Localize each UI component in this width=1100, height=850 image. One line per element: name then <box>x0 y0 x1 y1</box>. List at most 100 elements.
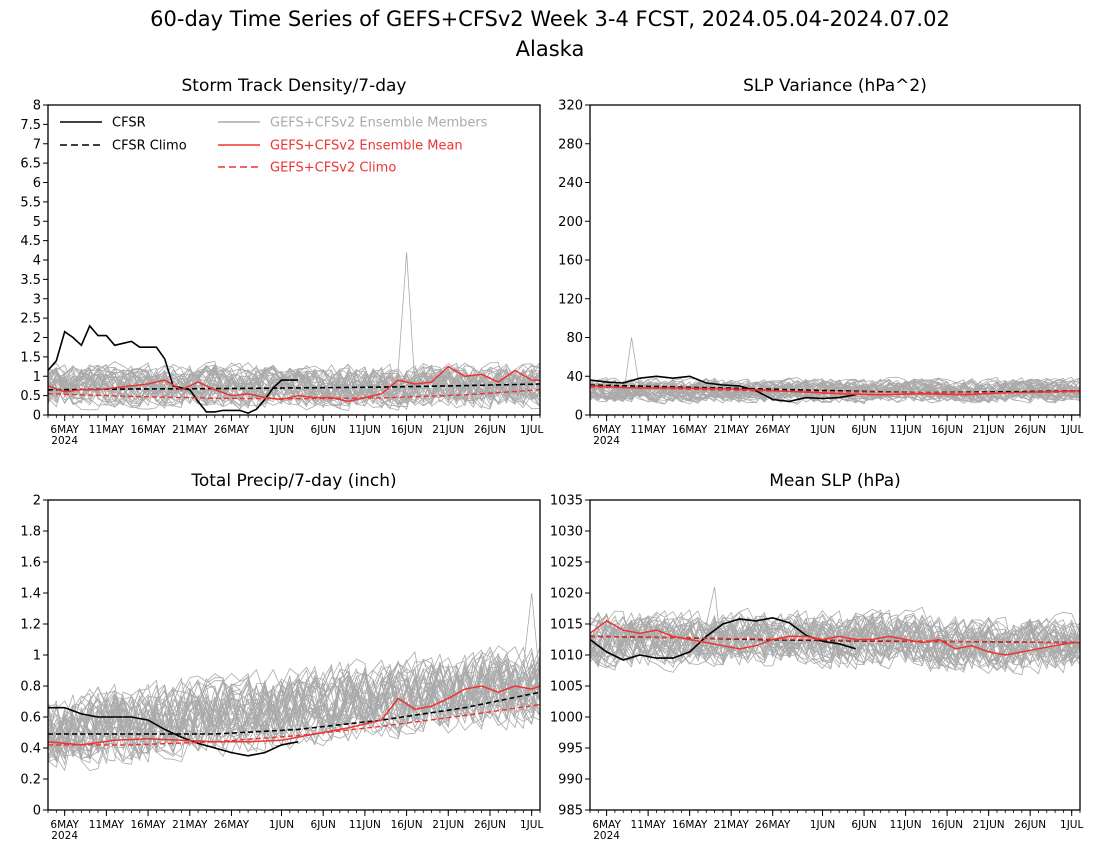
x-year-label: 2024 <box>51 830 78 842</box>
member-line <box>47 362 541 407</box>
member-line <box>589 613 1081 663</box>
x-tick-label: 26JUN <box>474 819 506 831</box>
x-tick-label: 21MAY <box>172 819 208 831</box>
plot-frame <box>589 104 1081 416</box>
member-line <box>589 377 1081 403</box>
member-line <box>47 365 541 406</box>
y-tick-label: 1030 <box>550 525 583 540</box>
figure-title: 60-day Time Series of GEFS+CFSv2 Week 3-… <box>150 7 950 31</box>
x-tick-label: 1JUL <box>1060 819 1083 831</box>
y-tick-label: 8 <box>33 99 41 114</box>
member-line <box>47 647 541 755</box>
member-line <box>47 658 541 752</box>
member-line <box>48 659 541 772</box>
x-tick-label: 11JUN <box>349 819 381 831</box>
member-line <box>589 608 1081 669</box>
x-tick-label: 26MAY <box>214 424 250 436</box>
y-tick-label: 5 <box>33 215 41 230</box>
x-tick-label: 16MAY <box>130 819 166 831</box>
x-tick-label: 6MAY <box>50 424 79 436</box>
member-line <box>589 617 1081 673</box>
y-tick-label: 5.5 <box>20 195 41 210</box>
x-tick-label: 6MAY <box>50 819 79 831</box>
y-tick-label: 1.4 <box>20 587 41 602</box>
x-tick-label: 1JUN <box>810 819 835 831</box>
x-year-label: 2024 <box>51 435 78 447</box>
y-tick-label: 0 <box>575 409 583 424</box>
series-solid-red <box>589 385 1081 396</box>
y-tick-label: 7.5 <box>20 118 41 133</box>
member-line <box>47 364 541 410</box>
x-tick-label: 6JUN <box>851 424 876 436</box>
y-tick-label: 6.5 <box>20 157 41 172</box>
y-tick-label: 1000 <box>550 711 583 726</box>
series-solid-red <box>47 685 541 746</box>
legend-cfsr-label: CFSR <box>112 116 146 131</box>
y-tick-label: 1020 <box>550 587 583 602</box>
y-tick-label: 0.5 <box>20 389 41 404</box>
ensemble-members <box>589 586 1081 676</box>
x-tick-label: 11MAY <box>631 819 667 831</box>
x-tick-label: 21MAY <box>714 819 750 831</box>
y-tick-label: 0.6 <box>20 711 41 726</box>
member-line <box>47 651 541 764</box>
y-tick-label: 80 <box>566 331 583 346</box>
y-tick-label: 1 <box>33 649 41 664</box>
legend-cfsr-climo-label: CFSR Climo <box>112 139 187 154</box>
y-tick-label: 1.6 <box>20 556 41 571</box>
y-tick-label: 985 <box>558 804 583 819</box>
x-year-label: 2024 <box>593 830 620 842</box>
member-line <box>47 645 541 761</box>
y-tick-label: 4.5 <box>20 234 41 249</box>
x-tick-label: 16JUN <box>931 819 963 831</box>
series-dashed-black <box>47 383 541 391</box>
x-tick-label: 26MAY <box>214 819 250 831</box>
series-solid-black <box>47 324 299 414</box>
panel-title: Total Precip/7-day (inch) <box>190 471 396 491</box>
series-dashed-red <box>48 703 541 746</box>
plot-frame <box>47 499 541 811</box>
x-tick-label: 16JUN <box>391 819 423 831</box>
y-tick-label: 1015 <box>550 618 583 633</box>
series-solid-black <box>589 375 856 403</box>
y-tick-label: 6 <box>33 176 41 191</box>
x-tick-label: 16JUN <box>931 424 963 436</box>
x-tick-label: 26JUN <box>474 424 506 436</box>
x-tick-label: 1JUN <box>269 819 294 831</box>
y-tick-label: 0.2 <box>20 773 41 788</box>
y-tick-label: 0.4 <box>20 742 41 757</box>
y-tick-label: 320 <box>558 99 583 114</box>
x-tick-label: 21JUN <box>432 819 464 831</box>
x-tick-label: 26JUN <box>1014 819 1046 831</box>
y-tick-label: 1025 <box>550 556 583 571</box>
member-line <box>47 653 541 760</box>
y-tick-label: 2 <box>33 494 41 509</box>
member-line <box>47 362 541 407</box>
y-tick-label: 1.5 <box>20 350 41 365</box>
x-tick-label: 21JUN <box>973 424 1005 436</box>
y-tick-label: 4 <box>33 254 41 269</box>
member-line <box>47 362 541 410</box>
member-line <box>47 659 541 756</box>
x-tick-label: 1JUL <box>1060 424 1083 436</box>
x-tick-label: 21MAY <box>172 424 208 436</box>
series-dashed-red <box>47 389 541 400</box>
ensemble-members <box>589 337 1081 405</box>
panel-1: Storm Track Density/7-day 0 0.5 1 1.5 2 2.5 3 3.… <box>20 76 543 447</box>
y-tick-label: 990 <box>558 773 583 788</box>
series-dashed-red <box>589 386 1081 394</box>
y-tick-label: 2.5 <box>20 312 41 327</box>
y-tick-label: 7 <box>33 137 41 152</box>
x-tick-label: 11MAY <box>89 819 125 831</box>
x-tick-label: 26MAY <box>755 819 791 831</box>
x-tick-label: 11MAY <box>631 424 667 436</box>
x-tick-label: 21JUN <box>973 819 1005 831</box>
y-tick-label: 240 <box>558 176 583 191</box>
series-dashed-black <box>48 691 541 735</box>
member-line <box>589 614 1081 669</box>
member-line <box>589 378 1081 404</box>
x-tick-label: 6JUN <box>311 424 336 436</box>
legend-gefs-climo-label: GEFS+CFSv2 Climo <box>270 161 396 176</box>
x-tick-label: 26JUN <box>1014 424 1046 436</box>
